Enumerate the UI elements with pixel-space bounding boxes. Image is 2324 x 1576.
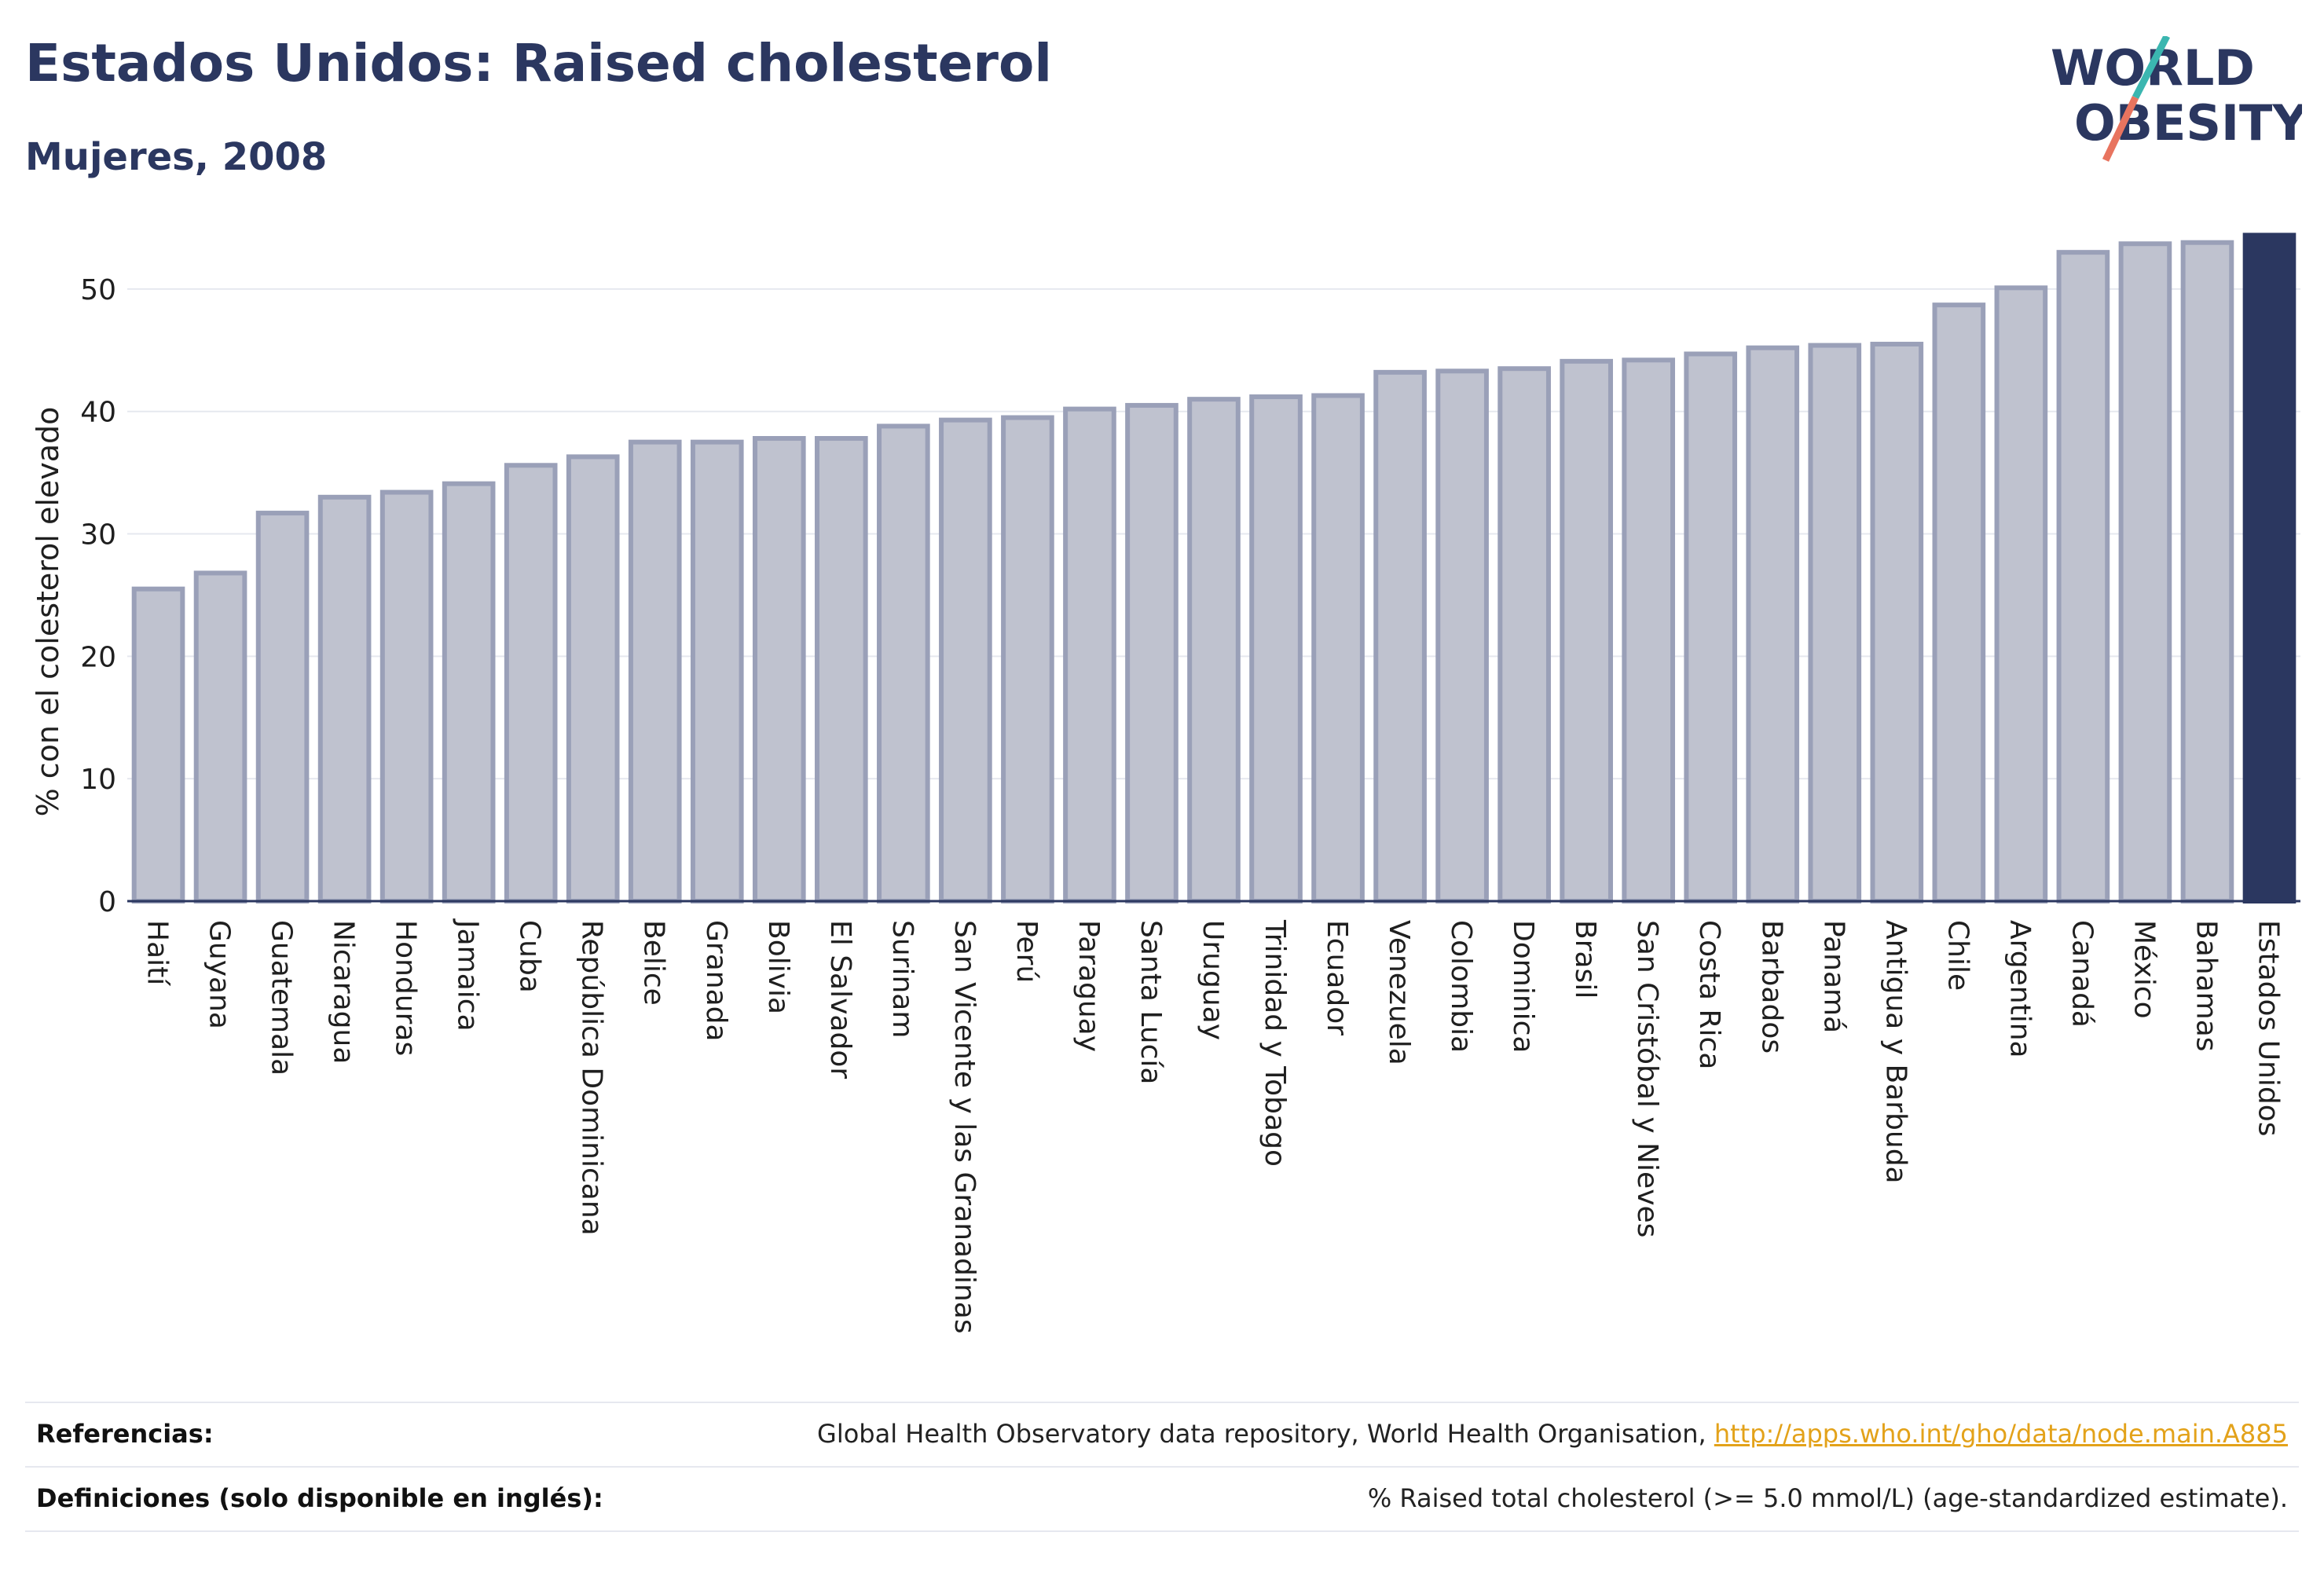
x-tick-label: Perú — [1010, 920, 1043, 983]
bar-bolivia — [752, 436, 806, 903]
bar-san-vicente-y-las-granadinas — [939, 417, 992, 903]
x-tick-label: Nicaragua — [328, 920, 360, 1064]
x-tick-label: Venezuela — [1383, 920, 1415, 1065]
y-tick-label: 10 — [80, 764, 116, 796]
x-tick-label: San Cristóbal y Nieves — [1631, 920, 1663, 1237]
y-axis-title: % con el colesterol elevado — [31, 407, 65, 817]
x-tick-label: Costa Rica — [1693, 920, 1725, 1069]
bar-colombia — [1435, 368, 1489, 904]
bar-guatemala — [255, 511, 310, 903]
x-tick-label: Argentina — [2003, 920, 2036, 1058]
x-tick-label: Jamaica — [452, 918, 484, 1032]
x-axis-labels: Haití Guyana Guatemala Nicaragua Honduras Jam… — [141, 918, 2285, 1334]
x-tick-label: Brasil — [1569, 920, 1601, 999]
x-tick-label: República Dominicana — [576, 920, 608, 1236]
x-tick-label: Santa Lucía — [1135, 920, 1167, 1084]
bar-uruguay — [1187, 397, 1241, 903]
x-tick-label: Estados Unidos — [2252, 920, 2284, 1137]
x-tick-label: El Salvador — [824, 920, 856, 1079]
bar-belice — [628, 439, 682, 903]
bar-república-dominicana — [566, 454, 620, 903]
bar-san-cristóbal-y-nieves — [1622, 357, 1676, 903]
x-tick-label: Bolivia — [762, 920, 794, 1014]
x-tick-label: Barbados — [1755, 920, 1787, 1054]
x-tick-label: Panamá — [1817, 920, 1849, 1033]
x-tick-label: Guyana — [203, 920, 236, 1029]
bar-venezuela — [1373, 369, 1427, 903]
bar-santa-lucía — [1125, 402, 1178, 903]
x-tick-label: San Vicente y las Granadinas — [948, 920, 981, 1334]
x-tick-label: Granada — [700, 920, 732, 1042]
footer-rule-mid — [25, 1466, 2299, 1468]
definitions-row: Definiciones (solo disponible en inglés)… — [25, 1468, 2299, 1530]
definitions-value: % Raised total cholesterol (>= 5.0 mmol/… — [1367, 1483, 2288, 1513]
x-tick-label: Belice — [638, 920, 670, 1006]
bar-cuba — [504, 463, 558, 903]
logo-slash-teal — [2132, 36, 2171, 100]
bar-ecuador — [1311, 393, 1365, 904]
x-tick-label: Dominica — [1507, 920, 1539, 1054]
bar-brasil — [1560, 358, 1613, 904]
bar-perú — [1001, 415, 1054, 903]
x-tick-label: Bahamas — [2190, 920, 2222, 1052]
x-tick-label: Chile — [1941, 920, 1974, 991]
y-tick-label: 0 — [98, 886, 116, 918]
x-tick-label: Surinam — [886, 920, 918, 1038]
bar-costa-rica — [1684, 351, 1738, 903]
x-tick-label: Paraguay — [1072, 920, 1105, 1052]
bar-antigua-y-barbuda — [1870, 342, 1924, 903]
logo-slash-coral — [2102, 96, 2139, 162]
bar-chart: 0 10 20 30 40 50 Haití Guyana Guatemala Nicaragu… — [31, 233, 2300, 1334]
y-axis-ticks: 0 10 20 30 40 50 — [80, 274, 116, 918]
references-link[interactable]: http://apps.who.int/gho/data/node.main.A… — [1714, 1419, 2288, 1449]
bar-el-salvador — [815, 436, 868, 903]
x-tick-label: Cuba — [514, 920, 546, 993]
references-value: Global Health Observatory data repositor… — [817, 1419, 2288, 1449]
footer-rule-top — [25, 1402, 2299, 1403]
bar-méxico — [2118, 241, 2172, 904]
bar-surinam — [877, 423, 930, 903]
bar-argentina — [1994, 285, 2048, 904]
bar-granada — [690, 439, 744, 903]
x-tick-label: Antigua y Barbuda — [1879, 920, 1912, 1184]
x-tick-label: México — [2128, 920, 2160, 1019]
world-obesity-logo: WORLD OBESITY — [2051, 36, 2302, 162]
x-tick-label: Ecuador — [1321, 920, 1353, 1035]
bar-haití — [131, 586, 185, 903]
bar-bahamas — [2180, 240, 2234, 903]
bar-chile — [1932, 302, 1986, 903]
references-text: Global Health Observatory data repositor… — [817, 1419, 1714, 1449]
references-row: Referencias: Global Health Observatory d… — [25, 1403, 2299, 1466]
x-tick-label: Guatemala — [266, 920, 298, 1076]
chart-subtitle: Mujeres, 2008 — [25, 135, 328, 179]
x-tick-label: Haití — [141, 920, 174, 986]
x-tick-label: Uruguay — [1197, 920, 1229, 1040]
y-tick-label: 50 — [80, 274, 116, 306]
bars — [131, 233, 2297, 904]
bar-panamá — [1808, 343, 1862, 903]
x-tick-label: Trinidad y Tobago — [1259, 919, 1291, 1167]
y-tick-label: 30 — [80, 519, 116, 552]
bar-dominica — [1497, 366, 1551, 903]
y-tick-label: 20 — [80, 641, 116, 673]
bar-paraguay — [1063, 406, 1116, 903]
x-tick-label: Honduras — [390, 920, 422, 1056]
bar-canadá — [2056, 250, 2110, 903]
bar-honduras — [379, 489, 434, 903]
x-tick-label: Canadá — [2066, 920, 2098, 1028]
bar-trinidad-y-tobago — [1249, 394, 1303, 903]
bar-estados-unidos — [2242, 233, 2297, 903]
y-tick-label: 40 — [80, 397, 116, 429]
footer-rule-bottom — [25, 1530, 2299, 1532]
x-tick-label: Colombia — [1445, 920, 1477, 1053]
bar-nicaragua — [317, 494, 372, 903]
references-label: Referencias: — [36, 1419, 214, 1449]
chart-title: Estados Unidos: Raised cholesterol — [25, 33, 1052, 93]
bar-jamaica — [442, 481, 496, 903]
bar-barbados — [1746, 345, 1800, 903]
definitions-label: Definiciones (solo disponible en inglés)… — [36, 1483, 603, 1513]
bar-guyana — [193, 570, 247, 903]
